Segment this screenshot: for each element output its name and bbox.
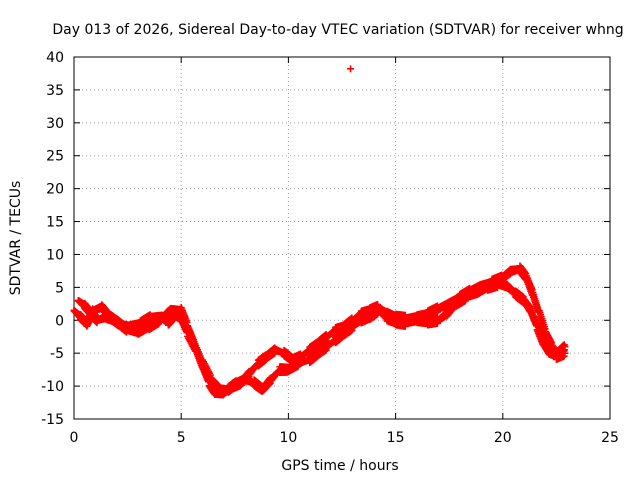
x-tick-label: 25: [601, 430, 619, 446]
x-tick-label: 15: [387, 430, 405, 446]
plot-frame: [73, 56, 611, 420]
data-points: [70, 65, 569, 399]
y-tick-label: 25: [46, 149, 64, 165]
y-tick-label: 30: [46, 116, 64, 132]
y-tick-label: 5: [55, 280, 64, 296]
x-tick-label: 0: [70, 430, 79, 446]
y-tick-label: -15: [41, 412, 64, 428]
y-tick-label: 0: [55, 313, 64, 329]
y-tick-label: 20: [46, 182, 64, 198]
data-point: [561, 343, 569, 351]
y-tick-label: 40: [46, 50, 64, 66]
axis-ticks: 0 5 10 15 20 25 -15 -10 -5 0 5 10 15 20 25 30 35 40: [41, 50, 619, 446]
y-tick-label: 15: [46, 215, 64, 231]
data-point: [348, 326, 356, 334]
x-tick-label: 20: [494, 430, 512, 446]
y-tick-label: 35: [46, 83, 64, 99]
x-tick-label: 5: [177, 430, 186, 446]
y-axis-label: SDTVAR / TECUs: [8, 181, 24, 296]
chart-title: Day 013 of 2026, Sidereal Day-to-day VTE…: [52, 22, 623, 38]
y-tick-label: 10: [46, 247, 64, 263]
y-tick-label: -5: [50, 346, 64, 362]
grid-lines: [74, 57, 610, 419]
x-tick-label: 10: [279, 430, 297, 446]
data-point: [121, 321, 129, 329]
x-axis-label: GPS time / hours: [281, 458, 398, 474]
data-point: [206, 371, 214, 379]
data-point: [561, 349, 569, 357]
outlier-point: [347, 65, 355, 73]
y-tick-label: -10: [41, 379, 64, 395]
